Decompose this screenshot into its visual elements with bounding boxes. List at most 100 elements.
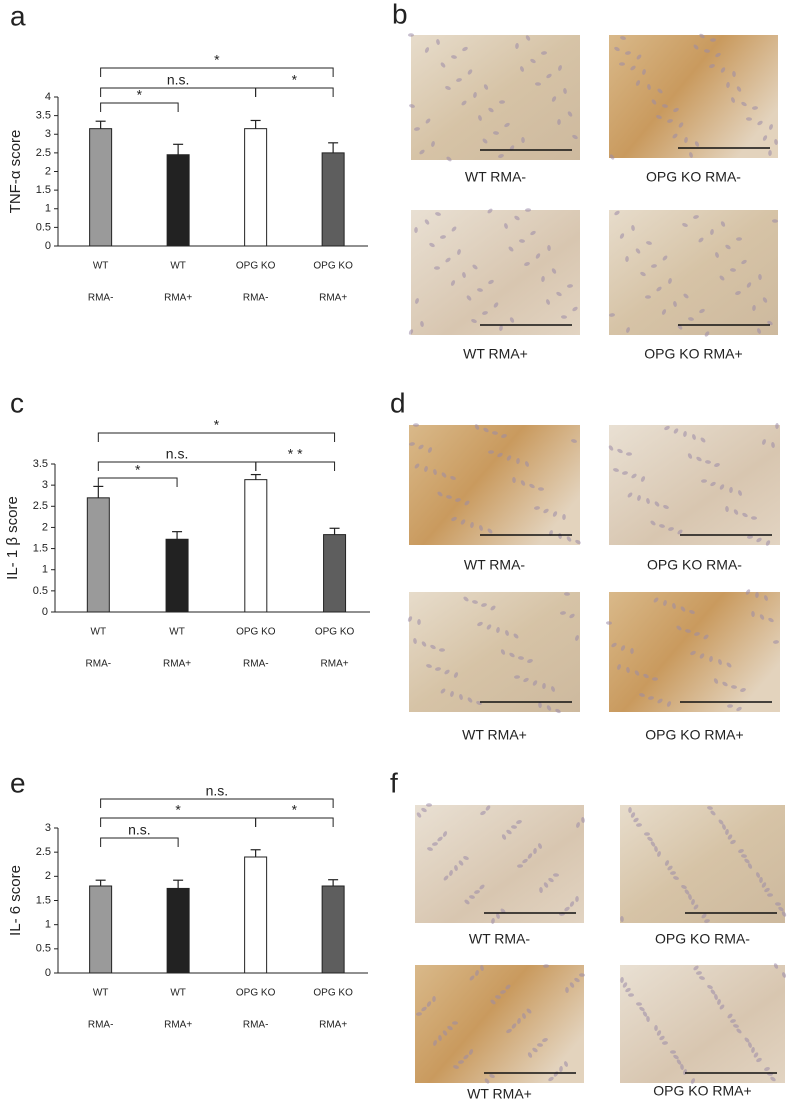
cell-nucleus	[440, 62, 446, 68]
cell-nucleus	[575, 539, 581, 545]
cell-nucleus	[625, 987, 631, 993]
cell-nucleus	[648, 696, 654, 700]
cell-nucleus	[569, 901, 575, 907]
cell-nucleus	[414, 227, 418, 233]
cell-nucleus	[701, 479, 707, 483]
cell-nucleus	[564, 906, 570, 912]
cell-nucleus	[434, 266, 440, 270]
cell-nucleus	[453, 1065, 459, 1069]
image-caption: OPG KO RMA-	[647, 557, 742, 573]
cell-nucleus	[693, 904, 699, 910]
cell-nucleus	[682, 222, 688, 228]
cell-nucleus	[664, 425, 670, 431]
cell-nucleus	[773, 963, 779, 969]
cell-nucleus	[451, 226, 457, 232]
cell-nucleus	[631, 473, 637, 479]
cell-nucleus	[437, 836, 443, 842]
cell-nucleus	[415, 298, 419, 304]
cell-nucleus	[647, 836, 653, 842]
cell-nucleus	[611, 642, 617, 648]
cell-nucleus	[548, 877, 554, 883]
cell-nucleus	[656, 286, 662, 292]
significance-label: n.s.	[167, 72, 190, 88]
cell-nucleus	[576, 822, 580, 828]
cell-nucleus	[564, 1061, 568, 1067]
cell-nucleus	[483, 427, 489, 433]
cell-nucleus	[720, 221, 726, 227]
image-caption: WT RMA+	[467, 1086, 532, 1102]
x-tick-label: RMA-	[243, 293, 269, 304]
cell-nucleus	[704, 331, 710, 337]
cell-nucleus	[581, 817, 585, 823]
x-tick-label: WT	[169, 627, 185, 638]
y-axis-label: TNF-α score	[7, 130, 24, 214]
cell-nucleus	[617, 664, 621, 670]
cell-nucleus	[539, 887, 543, 893]
micrograph	[620, 805, 785, 923]
cell-nucleus	[614, 210, 620, 216]
cell-nucleus	[482, 138, 488, 144]
cell-nucleus	[714, 994, 718, 1000]
cell-nucleus	[565, 987, 569, 993]
cell-nucleus	[730, 268, 736, 272]
cell-nucleus	[432, 996, 436, 1002]
micrograph	[415, 805, 584, 923]
cell-nucleus	[657, 88, 663, 94]
cell-nucleus	[718, 659, 722, 665]
cell-nucleus	[703, 634, 709, 640]
cell-nucleus	[689, 609, 695, 615]
cell-nucleus	[710, 481, 716, 487]
significance-bracket	[100, 837, 179, 847]
cell-nucleus	[651, 99, 657, 105]
cell-nucleus	[656, 114, 662, 120]
cell-nucleus	[650, 520, 656, 526]
cell-nucleus	[730, 839, 736, 845]
cell-nucleus	[781, 911, 787, 917]
cell-nucleus	[635, 248, 641, 254]
cell-nucleus	[770, 1076, 776, 1082]
cell-nucleus	[643, 673, 649, 679]
cell-nucleus	[664, 860, 670, 866]
cell-nucleus	[467, 697, 473, 703]
cell-nucleus	[463, 855, 469, 861]
cell-nucleus	[726, 82, 730, 88]
cell-nucleus	[470, 522, 474, 528]
cell-nucleus	[567, 111, 573, 117]
cell-nucleus	[699, 653, 705, 659]
significance-label: *	[137, 87, 143, 103]
cell-nucleus	[738, 849, 744, 853]
significance-label: n.s.	[166, 446, 189, 462]
y-tick-label: 1	[42, 564, 48, 576]
cell-nucleus	[699, 308, 705, 314]
cell-nucleus	[710, 38, 716, 42]
cell-nucleus	[475, 970, 479, 976]
cell-nucleus	[526, 1008, 532, 1014]
cell-nucleus	[527, 853, 533, 859]
significance-bracket	[100, 798, 334, 808]
cell-nucleus	[652, 677, 658, 681]
y-tick-label: 1.5	[36, 184, 51, 196]
cell-nucleus	[705, 460, 711, 464]
cell-nucleus	[744, 858, 750, 864]
cell-nucleus	[630, 65, 636, 71]
micrograph	[609, 425, 780, 545]
cell-nucleus	[620, 645, 626, 651]
cell-nucleus	[478, 115, 482, 121]
cell-nucleus	[650, 841, 656, 847]
cell-nucleus	[492, 431, 498, 435]
cell-nucleus	[485, 805, 491, 811]
cell-nucleus	[758, 274, 762, 280]
x-tick-label: OPG KO	[315, 627, 355, 638]
cell-nucleus	[519, 239, 525, 243]
cell-nucleus	[417, 619, 421, 625]
cell-nucleus	[772, 219, 778, 223]
bar	[86, 497, 110, 613]
x-tick-label: OPG KO	[236, 627, 276, 638]
cell-nucleus	[541, 51, 547, 55]
cell-nucleus	[719, 484, 725, 490]
x-tick-label: RMA+	[164, 293, 192, 304]
cell-nucleus	[560, 611, 566, 615]
cell-nucleus	[511, 1023, 517, 1029]
cell-nucleus	[719, 1004, 725, 1010]
cell-nucleus	[683, 431, 687, 437]
